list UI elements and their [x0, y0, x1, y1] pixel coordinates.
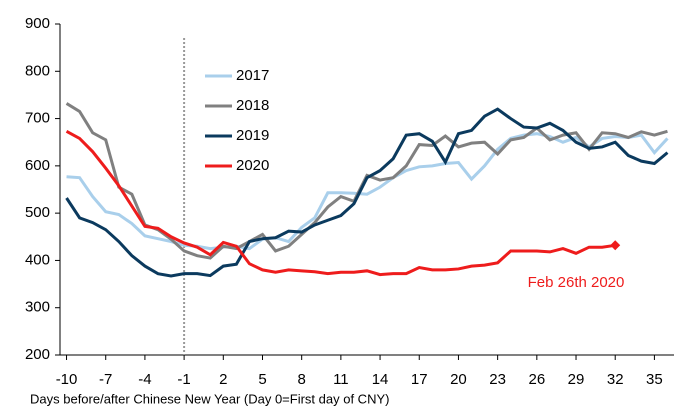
x-tick-label: 23: [489, 371, 506, 388]
end-marker: [610, 240, 621, 251]
y-tick-label: 800: [25, 62, 50, 79]
series-line: [65, 107, 669, 278]
x-tick-label: 2: [219, 371, 227, 388]
y-tick-label: 700: [25, 110, 50, 127]
x-tick-label: 17: [411, 371, 428, 388]
y-tick-label: 900: [25, 15, 50, 32]
x-tick-label: 29: [568, 371, 585, 388]
x-tick-label: -1: [177, 371, 190, 388]
x-tick-label: 14: [372, 371, 389, 388]
series-line: [66, 132, 669, 251]
legend-label: 2019: [236, 127, 269, 144]
x-tick-label: -4: [138, 371, 151, 388]
y-tick-label: 300: [25, 299, 50, 316]
x-tick-label: 20: [450, 371, 467, 388]
x-tick-label: 11: [333, 371, 349, 388]
y-tick-label: 400: [25, 251, 50, 268]
x-tick-label: 35: [646, 371, 663, 388]
x-tick-label: -7: [99, 371, 112, 388]
y-tick-label: 200: [25, 346, 50, 363]
x-tick-label: 8: [298, 371, 306, 388]
x-tick-label: -10: [56, 371, 78, 388]
legend-label: 2017: [236, 67, 269, 84]
y-tick-label: 500: [25, 204, 50, 221]
series-line: [65, 130, 616, 277]
x-tick-label: 5: [258, 371, 266, 388]
legend-label: 2020: [236, 157, 269, 174]
y-tick-label: 600: [25, 157, 50, 174]
x-tick-label: 32: [607, 371, 624, 388]
annotation: Feb 26th 2020: [528, 274, 625, 291]
x-axis-label: Days before/after Chinese New Year (Day …: [30, 391, 389, 406]
legend-label: 2018: [236, 97, 269, 114]
x-tick-label: 26: [528, 371, 545, 388]
